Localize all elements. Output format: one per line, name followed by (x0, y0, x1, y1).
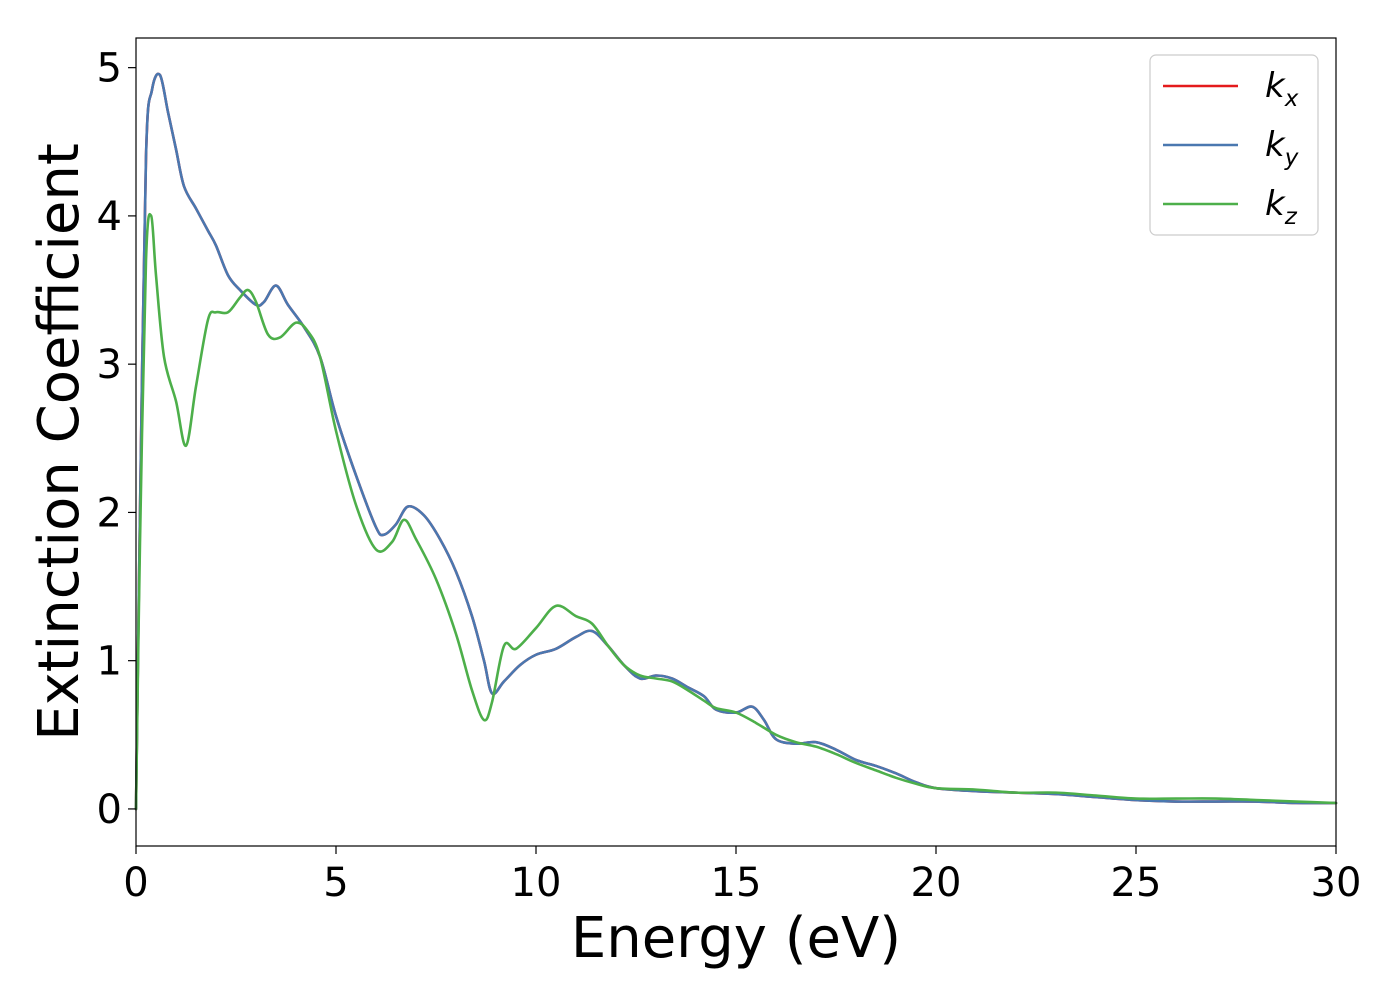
series-line-z (134, 212, 1338, 811)
x-tick-label: 5 (323, 860, 348, 906)
y-axis-ticks: 0 1 2 3 4 5 (97, 46, 136, 833)
x-tick-label: 25 (1111, 860, 1162, 906)
y-tick-label: 4 (97, 194, 122, 240)
y-tick-label: 0 (97, 787, 122, 833)
legend: kx ky kz (1149, 54, 1319, 236)
y-tick-label: 5 (97, 46, 122, 92)
series-layer (134, 72, 1338, 811)
x-tick-label: 0 (123, 860, 148, 906)
y-tick-label: 1 (97, 639, 122, 685)
y-tick-label: 3 (97, 342, 122, 388)
y-axis-title: Extinction Coefficient (27, 143, 92, 741)
series-line-y (134, 72, 1338, 811)
x-axis-title: Energy (eV) (571, 906, 901, 971)
x-tick-label: 20 (911, 860, 962, 906)
legend-label-y: ky (1265, 125, 1299, 171)
x-tick-label: 15 (711, 860, 762, 906)
x-tick-label: 10 (511, 860, 562, 906)
legend-label-x: kx (1265, 66, 1299, 112)
legend-label-z: kz (1265, 184, 1298, 230)
x-axis-ticks: 0 5 10 15 20 25 30 (123, 846, 1361, 906)
y-tick-label: 2 (97, 490, 122, 536)
x-tick-label: 30 (1311, 860, 1362, 906)
